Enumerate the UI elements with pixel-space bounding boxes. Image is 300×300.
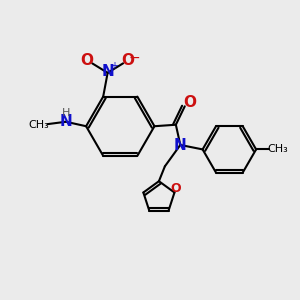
Text: O: O bbox=[80, 53, 93, 68]
Text: CH₃: CH₃ bbox=[28, 120, 49, 130]
Text: O: O bbox=[121, 53, 134, 68]
Text: H: H bbox=[62, 108, 71, 118]
Text: −: − bbox=[129, 51, 140, 65]
Text: N: N bbox=[60, 114, 73, 129]
Text: +: + bbox=[110, 61, 118, 71]
Text: O: O bbox=[171, 182, 181, 194]
Text: O: O bbox=[184, 95, 196, 110]
Text: N: N bbox=[102, 64, 115, 79]
Text: CH₃: CH₃ bbox=[267, 144, 288, 154]
Text: N: N bbox=[174, 138, 187, 153]
